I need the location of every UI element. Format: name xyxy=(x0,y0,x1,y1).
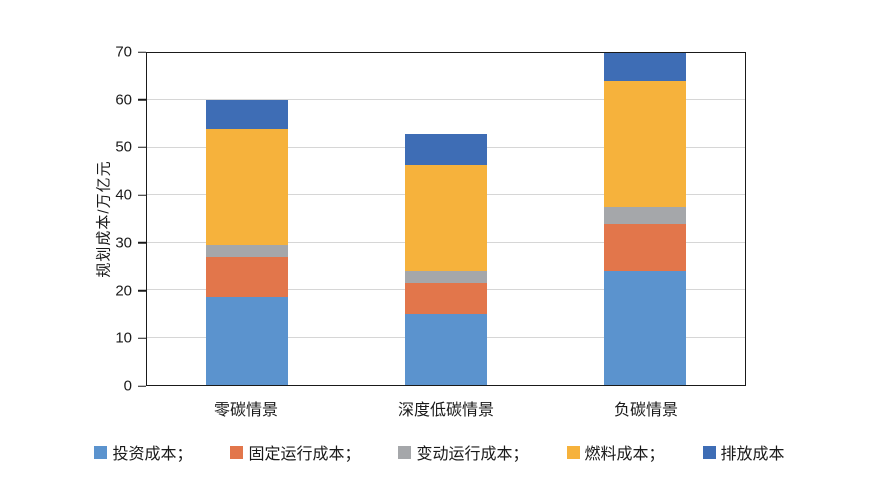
y-tick-label: 20 xyxy=(115,282,132,300)
y-tick-mark xyxy=(138,242,146,244)
legend-item-emission-cost: 排放成本 xyxy=(702,440,785,464)
stacked-bar-3 xyxy=(604,53,687,385)
bar-segment-fixed-operating-cost xyxy=(205,256,288,298)
bar-segment-variable-operating-cost xyxy=(205,245,288,257)
y-axis: 0 10 20 30 40 50 60 70 xyxy=(0,45,146,394)
stacked-bar-2 xyxy=(405,133,487,385)
bar-segment-fuel-cost xyxy=(405,164,487,272)
legend-label: 变动运行成本； xyxy=(416,446,529,463)
x-axis-label-3: 负碳情景 xyxy=(613,402,678,419)
bar-segment-investment-cost xyxy=(205,297,288,385)
y-tick-label: 0 xyxy=(123,377,132,395)
legend-label: 排放成本 xyxy=(720,446,785,463)
y-tick-mark xyxy=(138,146,146,149)
bar-segment-variable-operating-cost xyxy=(405,271,487,284)
y-tick-mark xyxy=(138,194,146,196)
y-tick-label: 50 xyxy=(115,138,132,156)
y-tick-mark xyxy=(138,385,146,387)
legend-item-fixed-operating-cost: 固定运行成本； xyxy=(230,440,360,464)
bar-segment-variable-operating-cost xyxy=(604,207,687,224)
legend-label: 投资成本； xyxy=(112,446,193,463)
x-axis-label-2: 深度低碳情景 xyxy=(397,402,494,419)
legend-item-fuel-cost: 燃料成本； xyxy=(566,440,665,464)
y-tick-mark xyxy=(138,51,146,53)
legend: 投资成本； 固定运行成本； 变动运行成本； 燃料成本； 排放成本 xyxy=(0,440,879,464)
legend-swatch-variable-operating-cost xyxy=(398,445,412,459)
legend-swatch-fixed-operating-cost xyxy=(230,445,244,459)
y-tick-label: 10 xyxy=(115,329,132,347)
x-axis-label-1: 零碳情景 xyxy=(213,402,278,419)
legend-item-investment-cost: 投资成本； xyxy=(94,440,192,464)
stacked-bar-1 xyxy=(205,100,288,385)
legend-swatch-investment-cost xyxy=(94,445,108,459)
bar-segment-fuel-cost xyxy=(604,81,687,208)
y-tick-label: 40 xyxy=(115,186,132,204)
bar-segment-emission-cost xyxy=(205,100,288,129)
y-tick-mark xyxy=(138,98,146,101)
bar-segment-emission-cost xyxy=(604,53,687,82)
legend-label: 固定运行成本； xyxy=(248,446,361,463)
legend-label: 燃料成本； xyxy=(584,446,665,463)
bar-segment-emission-cost xyxy=(405,133,487,165)
y-tick-mark xyxy=(138,289,146,292)
bar-segment-investment-cost xyxy=(604,271,687,385)
y-tick-label: 70 xyxy=(115,43,132,61)
legend-item-variable-operating-cost: 变动运行成本； xyxy=(398,440,529,464)
x-axis-labels: 零碳情景 深度低碳情景 负碳情景 xyxy=(146,396,746,420)
bar-segment-fixed-operating-cost xyxy=(405,283,487,314)
legend-swatch-fuel-cost xyxy=(566,445,580,459)
y-tick-mark xyxy=(138,337,146,340)
y-tick-label: 30 xyxy=(115,234,132,252)
bar-segment-fuel-cost xyxy=(205,128,288,246)
y-tick-label: 60 xyxy=(115,91,132,109)
bar-segment-fixed-operating-cost xyxy=(604,223,687,272)
gridline xyxy=(147,99,745,101)
legend-swatch-emission-cost xyxy=(702,445,716,459)
bar-segment-investment-cost xyxy=(405,313,487,385)
plot-area xyxy=(146,52,746,386)
